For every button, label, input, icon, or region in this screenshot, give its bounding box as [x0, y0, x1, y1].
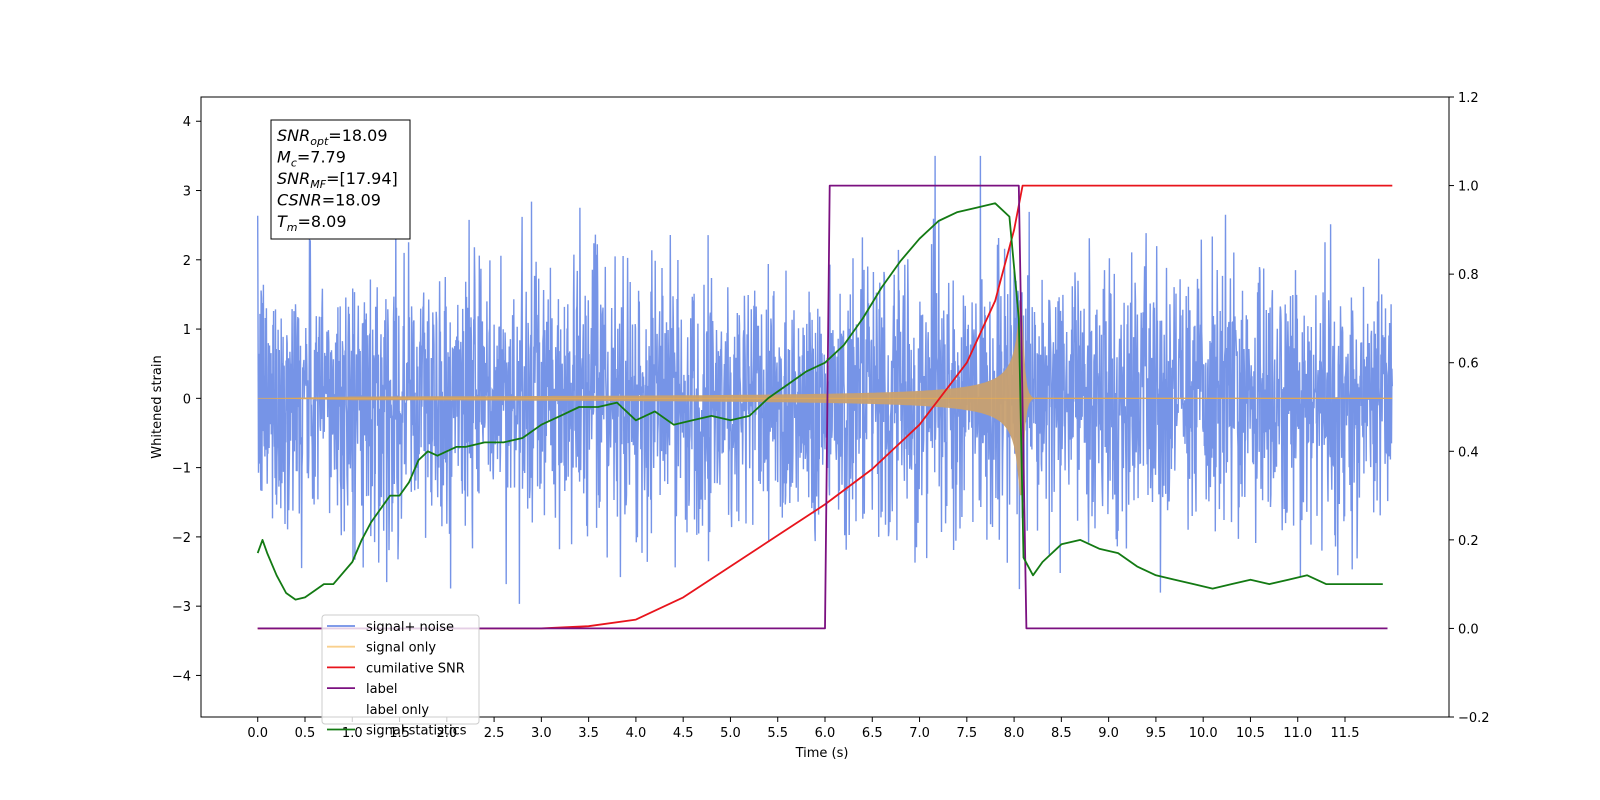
- x-tick-label: 2.0: [436, 726, 457, 741]
- x-tick-label: 3.5: [578, 726, 599, 741]
- y-left-tick-label: 4: [183, 115, 191, 130]
- x-tick-label: 10.0: [1189, 726, 1218, 741]
- x-tick-label: 1.0: [342, 726, 363, 741]
- annotation-line: CSNR=18.09: [277, 191, 381, 210]
- cumulative-snr-line: [257, 184, 1393, 630]
- legend-entry: signal+ noise: [366, 620, 454, 635]
- x-tick-label: 9.0: [1098, 726, 1119, 741]
- x-tick-label: 4.0: [626, 726, 647, 741]
- annotation-line: SNRMF=[17.94]: [277, 169, 398, 191]
- signal-noise-line: [257, 155, 1393, 604]
- y-left-tick-label: −4: [172, 669, 191, 684]
- x-tick-label: 8.0: [1004, 726, 1025, 741]
- x-tick-label: 11.5: [1331, 726, 1360, 741]
- annotation-line: Mc=7.79: [277, 148, 346, 170]
- x-tick-label: 11.0: [1283, 726, 1312, 741]
- legend: signal+ noise signal only cumilative SNR la…: [321, 614, 480, 739]
- x-tick-label: 5.5: [767, 726, 788, 741]
- y-axis-right: 1.2 1.0 0.8 0.6 0.4 0.2 0.0 −0.2: [1449, 91, 1490, 726]
- y-right-tick-label: 1.2: [1458, 91, 1479, 106]
- x-axis-label: Time (s): [795, 746, 849, 761]
- y-left-tick-label: 2: [183, 254, 191, 269]
- signal-noise-series: [257, 155, 1393, 604]
- x-tick-label: 7.0: [909, 726, 930, 741]
- signal-statistics-line: [256, 202, 1383, 601]
- x-tick-label: 4.5: [673, 726, 694, 741]
- x-tick-label: 6.5: [862, 726, 883, 741]
- annotation-box: SNRopt=18.09Mc=7.79SNRMF=[17.94]CSNR=18.…: [270, 119, 411, 240]
- legend-entry: signal statistics: [366, 724, 467, 739]
- annotation-frame: [270, 119, 411, 240]
- y-right-tick-label: 0.0: [1458, 622, 1479, 637]
- legend-entry: label only: [366, 703, 429, 718]
- y-left-tick-label: 1: [183, 323, 191, 338]
- y-axis-left: 4 3 2 1 0 −1 −2 −3 −4: [172, 115, 201, 684]
- y-right-tick-label: −0.2: [1458, 711, 1490, 726]
- legend-entry: label: [366, 682, 397, 697]
- x-tick-label: 0.0: [247, 726, 268, 741]
- x-tick-label: 6.0: [815, 726, 836, 741]
- x-tick-label: 8.5: [1051, 726, 1072, 741]
- annotation-line: Tm=8.09: [277, 212, 347, 234]
- label-line: [257, 184, 1388, 630]
- x-tick-label: 9.5: [1146, 726, 1167, 741]
- y-axis-label-left: Whitened strain: [150, 355, 165, 458]
- line-series-group: [256, 184, 1393, 630]
- y-left-tick-label: −2: [172, 531, 191, 546]
- signal-only-series: [257, 301, 1393, 496]
- x-tick-label: 7.5: [956, 726, 977, 741]
- y-left-tick-label: 3: [183, 185, 191, 200]
- y-left-tick-label: −3: [172, 600, 191, 615]
- x-tick-label: 3.0: [531, 726, 552, 741]
- legend-entry: signal only: [366, 641, 436, 656]
- y-left-tick-label: −1: [172, 462, 191, 477]
- legend-frame: [321, 614, 480, 725]
- annotation-line: SNRopt=18.09: [277, 126, 388, 148]
- y-right-tick-label: 1.0: [1458, 180, 1479, 195]
- x-tick-label: 0.5: [295, 726, 316, 741]
- x-tick-label: 1.5: [389, 726, 410, 741]
- legend-entry: cumilative SNR: [366, 661, 465, 676]
- x-tick-label: 2.5: [484, 726, 505, 741]
- y-right-tick-label: 0.2: [1458, 534, 1479, 549]
- y-right-tick-label: 0.4: [1458, 445, 1479, 460]
- y-right-tick-label: 0.8: [1458, 268, 1479, 283]
- y-left-tick-label: 0: [183, 392, 191, 407]
- y-right-tick-label: 0.6: [1458, 357, 1479, 372]
- x-tick-label: 5.0: [720, 726, 741, 741]
- x-tick-label: 10.5: [1236, 726, 1265, 741]
